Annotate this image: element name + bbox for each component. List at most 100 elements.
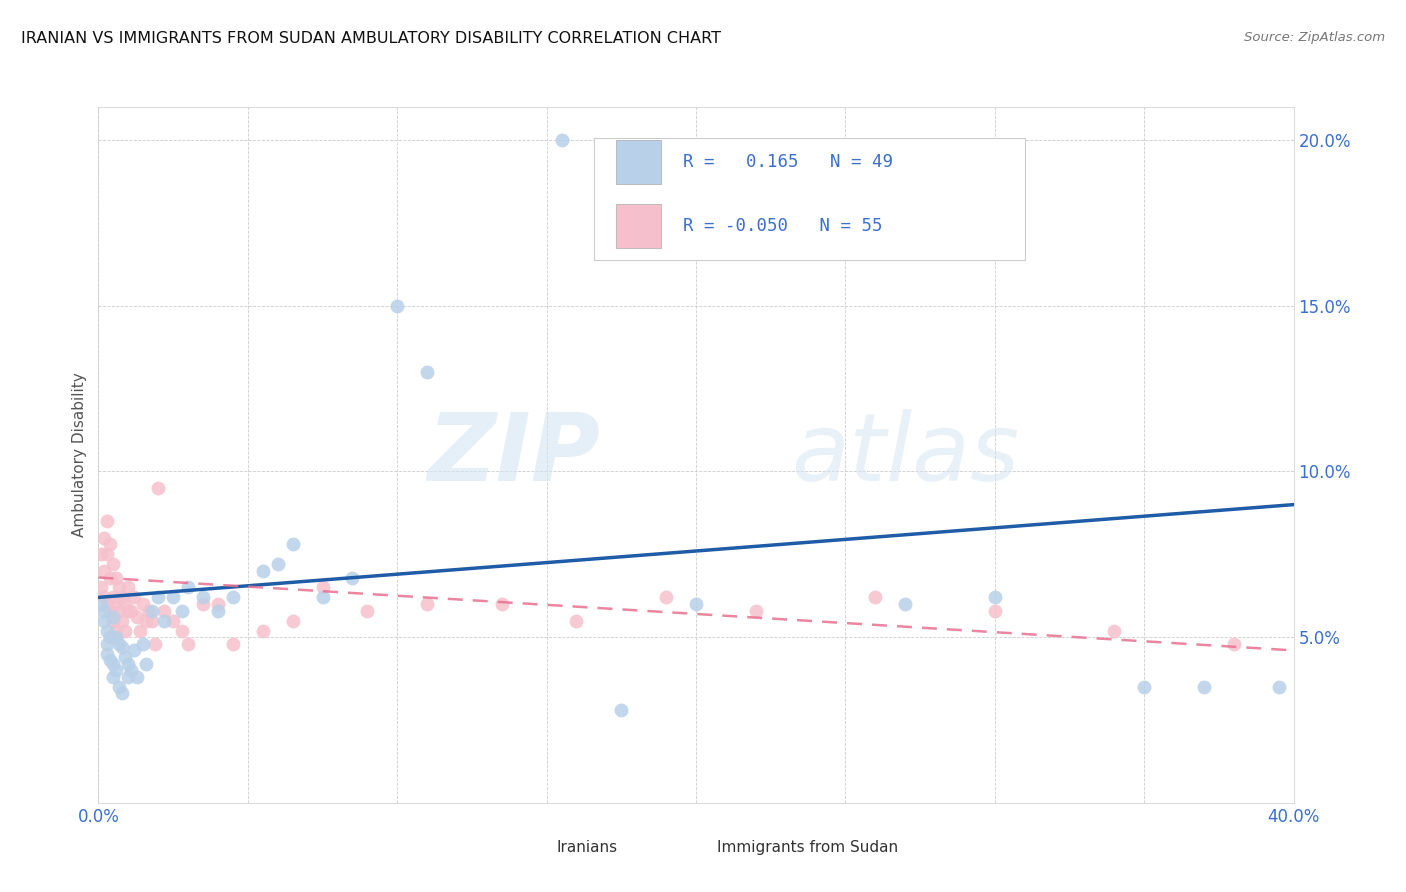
Point	[96, 624, 118, 638]
Point	[98, 604, 122, 618]
Point	[98, 630, 122, 644]
Point	[984, 591, 1007, 605]
Point	[191, 591, 214, 605]
Point	[108, 604, 131, 618]
Point	[103, 670, 125, 684]
Point	[565, 614, 588, 628]
Point	[108, 680, 131, 694]
Point	[96, 597, 118, 611]
Point	[93, 591, 115, 605]
Point	[356, 604, 378, 618]
Point	[117, 670, 139, 684]
Y-axis label: Ambulatory Disability: Ambulatory Disability	[72, 373, 87, 537]
Point	[685, 597, 707, 611]
Point	[610, 703, 633, 717]
Point	[191, 597, 214, 611]
Point	[311, 591, 333, 605]
Point	[416, 365, 439, 379]
Point	[153, 604, 176, 618]
Point	[111, 591, 134, 605]
Point	[124, 591, 146, 605]
FancyBboxPatch shape	[685, 836, 710, 858]
Text: R =   0.165   N = 49: R = 0.165 N = 49	[683, 153, 893, 171]
Point	[114, 624, 136, 638]
Point	[105, 630, 128, 644]
Point	[111, 614, 134, 628]
Point	[132, 597, 155, 611]
Point	[93, 604, 115, 618]
Point	[281, 537, 304, 551]
FancyBboxPatch shape	[616, 140, 661, 184]
Point	[416, 597, 439, 611]
Point	[120, 604, 142, 618]
Point	[103, 558, 125, 572]
Point	[117, 657, 139, 671]
Point	[491, 597, 513, 611]
Point	[90, 547, 112, 561]
Point	[98, 653, 122, 667]
Point	[96, 547, 118, 561]
Point	[105, 570, 128, 584]
Point	[222, 591, 245, 605]
Text: ZIP: ZIP	[427, 409, 600, 501]
Point	[105, 663, 128, 677]
Point	[111, 686, 134, 700]
Text: Immigrants from Sudan: Immigrants from Sudan	[717, 840, 898, 855]
Point	[252, 624, 274, 638]
Text: R = -0.050   N = 55: R = -0.050 N = 55	[683, 217, 883, 235]
Point	[96, 647, 118, 661]
Point	[141, 604, 163, 618]
Point	[117, 604, 139, 618]
Point	[1133, 680, 1156, 694]
Text: Iranians: Iranians	[557, 840, 617, 855]
Point	[120, 663, 142, 677]
Point	[172, 604, 194, 618]
Point	[177, 581, 200, 595]
Point	[745, 604, 768, 618]
Point	[96, 637, 118, 651]
Point	[252, 564, 274, 578]
Point	[108, 581, 131, 595]
Point	[103, 591, 125, 605]
Point	[127, 610, 149, 624]
Text: IRANIAN VS IMMIGRANTS FROM SUDAN AMBULATORY DISABILITY CORRELATION CHART: IRANIAN VS IMMIGRANTS FROM SUDAN AMBULAT…	[21, 31, 721, 46]
Point	[90, 597, 112, 611]
Point	[865, 591, 887, 605]
Point	[267, 558, 290, 572]
Point	[162, 614, 184, 628]
Point	[129, 624, 152, 638]
Text: atlas: atlas	[792, 409, 1019, 500]
Point	[103, 614, 125, 628]
Point	[127, 670, 149, 684]
Point	[177, 637, 200, 651]
Point	[281, 614, 304, 628]
Point	[98, 537, 122, 551]
Point	[111, 640, 134, 654]
Point	[207, 604, 229, 618]
Point	[984, 604, 1007, 618]
Point	[103, 610, 125, 624]
Point	[162, 591, 184, 605]
FancyBboxPatch shape	[523, 836, 548, 858]
Point	[655, 591, 678, 605]
Point	[135, 614, 157, 628]
Point	[114, 650, 136, 665]
Point	[148, 591, 170, 605]
Point	[1223, 637, 1246, 651]
Point	[93, 531, 115, 545]
Point	[105, 597, 128, 611]
Point	[894, 597, 917, 611]
Point	[1104, 624, 1126, 638]
Point	[148, 481, 170, 495]
FancyBboxPatch shape	[616, 204, 661, 248]
Point	[96, 514, 118, 528]
Point	[135, 657, 157, 671]
Point	[90, 581, 112, 595]
Point	[172, 624, 194, 638]
Point	[342, 570, 364, 584]
Point	[1192, 680, 1215, 694]
Point	[114, 597, 136, 611]
Point	[93, 564, 115, 578]
Point	[222, 637, 245, 651]
Point	[141, 614, 163, 628]
